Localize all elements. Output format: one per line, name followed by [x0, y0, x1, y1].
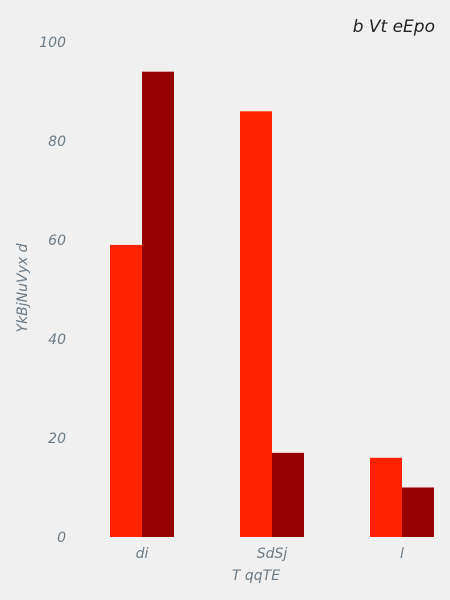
chart-title: b Vt eEpo	[353, 17, 435, 37]
x-axis-ticks: di SdSj l	[136, 546, 404, 562]
bar-series1-di	[110, 244, 142, 537]
x-tick-label: SdSj	[257, 546, 288, 562]
bar-series1-SdSj	[240, 111, 272, 538]
bar-series2-di	[142, 71, 174, 537]
y-tick-label: 20	[48, 431, 66, 447]
y-tick-label: 0	[57, 530, 66, 546]
y-tick-label: 80	[48, 134, 66, 150]
bar-series2-SdSj	[272, 452, 304, 537]
y-axis-label: YkBjNuVyx d	[15, 243, 31, 332]
y-tick-label: 60	[48, 233, 66, 249]
bar-series1-l	[370, 457, 402, 537]
x-axis-label: T qqTE	[232, 568, 280, 584]
bars	[110, 71, 434, 538]
y-tick-label: 40	[48, 332, 66, 348]
x-tick-label: l	[400, 546, 404, 562]
x-tick-label: di	[136, 546, 149, 562]
bar-series2-l	[402, 487, 434, 537]
y-tick-label: 100	[39, 35, 66, 51]
y-axis-ticks: 0 20 40 60 80 100	[39, 35, 66, 546]
